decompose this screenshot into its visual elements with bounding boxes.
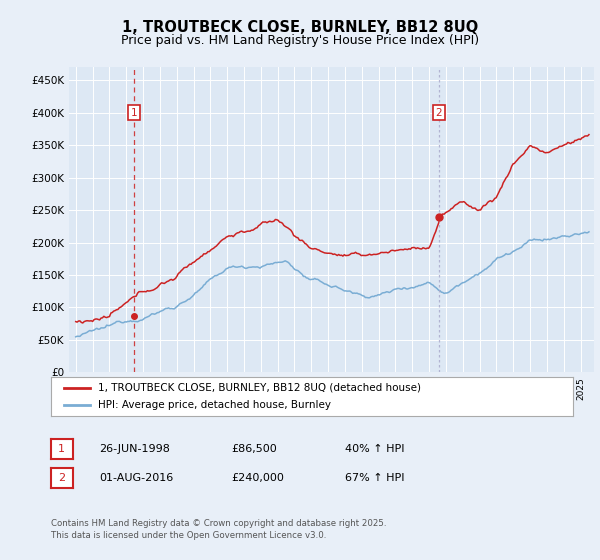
Text: 26-JUN-1998: 26-JUN-1998	[99, 444, 170, 454]
Text: HPI: Average price, detached house, Burnley: HPI: Average price, detached house, Burn…	[98, 400, 331, 410]
Text: 1: 1	[131, 108, 137, 118]
Text: 40% ↑ HPI: 40% ↑ HPI	[345, 444, 404, 454]
Text: 2: 2	[436, 108, 442, 118]
Text: 67% ↑ HPI: 67% ↑ HPI	[345, 473, 404, 483]
Text: 01-AUG-2016: 01-AUG-2016	[99, 473, 173, 483]
Text: 1, TROUTBECK CLOSE, BURNLEY, BB12 8UQ (detached house): 1, TROUTBECK CLOSE, BURNLEY, BB12 8UQ (d…	[98, 382, 421, 393]
Text: 2: 2	[58, 473, 65, 483]
Text: Contains HM Land Registry data © Crown copyright and database right 2025.
This d: Contains HM Land Registry data © Crown c…	[51, 519, 386, 540]
Text: £86,500: £86,500	[231, 444, 277, 454]
Text: 1: 1	[58, 444, 65, 454]
Text: Price paid vs. HM Land Registry's House Price Index (HPI): Price paid vs. HM Land Registry's House …	[121, 34, 479, 46]
Text: £240,000: £240,000	[231, 473, 284, 483]
Text: 1, TROUTBECK CLOSE, BURNLEY, BB12 8UQ: 1, TROUTBECK CLOSE, BURNLEY, BB12 8UQ	[122, 20, 478, 35]
